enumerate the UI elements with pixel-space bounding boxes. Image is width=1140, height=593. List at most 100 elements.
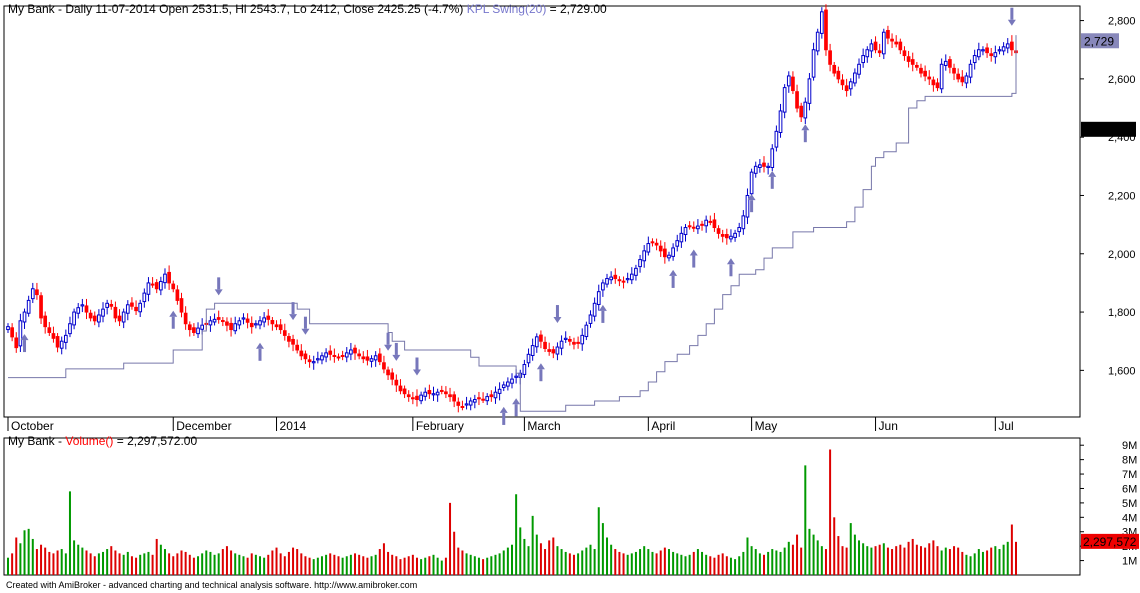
candle-body bbox=[762, 162, 766, 167]
candle-body bbox=[295, 344, 300, 351]
candle-body bbox=[274, 324, 279, 328]
candle-body bbox=[237, 320, 242, 326]
candle-body bbox=[307, 359, 312, 363]
price-y-tick-label: 2,800 bbox=[1108, 16, 1136, 28]
candle-body bbox=[749, 171, 754, 195]
candle-body bbox=[915, 64, 919, 68]
candle-body bbox=[154, 282, 159, 290]
candle-body bbox=[667, 254, 671, 259]
candle-body bbox=[291, 338, 295, 345]
candle-body bbox=[84, 305, 89, 313]
candle-body bbox=[121, 311, 126, 323]
buy-arrow bbox=[669, 269, 678, 288]
candle-body bbox=[390, 372, 395, 380]
candle-body bbox=[650, 241, 655, 244]
candle-body bbox=[724, 234, 729, 239]
candle-body bbox=[997, 49, 1002, 52]
candle-body bbox=[729, 235, 733, 240]
candle-body bbox=[357, 353, 361, 357]
buy-arrow bbox=[20, 334, 29, 353]
candle-body bbox=[605, 278, 609, 285]
candle-body bbox=[960, 76, 965, 83]
candle-body bbox=[741, 215, 746, 230]
candle-body bbox=[233, 323, 238, 332]
candle-body bbox=[828, 50, 832, 65]
candle-body bbox=[208, 320, 213, 326]
candle-body bbox=[853, 72, 857, 84]
candle-body bbox=[159, 280, 163, 291]
price-panel-frame bbox=[3, 5, 1081, 418]
candle-body bbox=[609, 276, 613, 281]
x-axis-label: February bbox=[416, 419, 464, 433]
candle-body bbox=[621, 280, 626, 283]
candle-body bbox=[117, 315, 122, 322]
candle-body bbox=[514, 375, 518, 378]
price-y-tick-label: 2,600 bbox=[1108, 74, 1136, 86]
candle-body bbox=[26, 299, 31, 314]
candle-body bbox=[324, 352, 328, 358]
buy-arrow bbox=[598, 304, 607, 323]
candle-body bbox=[125, 304, 130, 314]
candle-body bbox=[886, 29, 890, 39]
candle-body bbox=[258, 320, 262, 326]
candle-body bbox=[377, 353, 382, 363]
candle-body bbox=[919, 67, 923, 74]
candle-body bbox=[766, 165, 770, 168]
candle-body bbox=[315, 358, 320, 361]
candle-body bbox=[733, 232, 737, 238]
candle-body bbox=[832, 64, 837, 74]
candle-body bbox=[576, 341, 580, 344]
buy-arrow bbox=[768, 170, 777, 189]
sell-arrow bbox=[1007, 7, 1016, 26]
candle-body bbox=[216, 317, 221, 320]
candle-body bbox=[167, 271, 171, 284]
price-y-tick-label: 2,000 bbox=[1108, 249, 1136, 261]
candle-body bbox=[402, 388, 407, 395]
candle-body bbox=[109, 303, 114, 307]
candle-body bbox=[30, 288, 35, 300]
swing-badge bbox=[1081, 33, 1119, 49]
candle-body bbox=[278, 324, 283, 331]
candle-body bbox=[948, 59, 952, 68]
volume-y-tick-label: 6M bbox=[1122, 483, 1137, 495]
candle-body bbox=[943, 60, 948, 66]
candle-body bbox=[419, 394, 423, 402]
candle-body bbox=[22, 311, 27, 323]
candle-body bbox=[985, 47, 989, 54]
candle-body bbox=[567, 338, 572, 342]
candle-body bbox=[477, 397, 481, 400]
candle-body bbox=[877, 50, 882, 54]
buy-arrow bbox=[726, 258, 735, 277]
candle-body bbox=[737, 227, 742, 233]
sell-arrow bbox=[301, 316, 310, 335]
candle-body bbox=[584, 324, 589, 338]
candle-body bbox=[596, 291, 601, 305]
candle-body bbox=[59, 340, 64, 349]
candle-body bbox=[332, 354, 337, 357]
candle-body bbox=[572, 341, 576, 345]
candle-body bbox=[365, 356, 370, 361]
candle-body bbox=[398, 385, 403, 392]
candle-body bbox=[299, 350, 304, 357]
volume-y-tick-label: 5M bbox=[1122, 498, 1137, 510]
candle-body bbox=[460, 406, 465, 409]
sell-arrow bbox=[214, 277, 223, 296]
candle-body bbox=[481, 398, 485, 401]
candle-body bbox=[902, 50, 907, 57]
candle-body bbox=[774, 130, 779, 148]
candle-body bbox=[394, 379, 399, 386]
candle-body bbox=[679, 232, 684, 243]
price-y-tick-label: 2,200 bbox=[1108, 190, 1136, 202]
candle-body bbox=[758, 164, 762, 168]
candle-body bbox=[720, 234, 725, 237]
candle-body bbox=[241, 317, 246, 320]
candle-body bbox=[14, 337, 19, 349]
candle-body bbox=[35, 289, 39, 296]
x-axis-label: May bbox=[755, 419, 778, 433]
candle-body bbox=[700, 223, 704, 226]
x-axis-label: October bbox=[11, 419, 54, 433]
candle-body bbox=[629, 273, 634, 281]
candle-body bbox=[386, 369, 390, 376]
candle-body bbox=[935, 82, 940, 89]
